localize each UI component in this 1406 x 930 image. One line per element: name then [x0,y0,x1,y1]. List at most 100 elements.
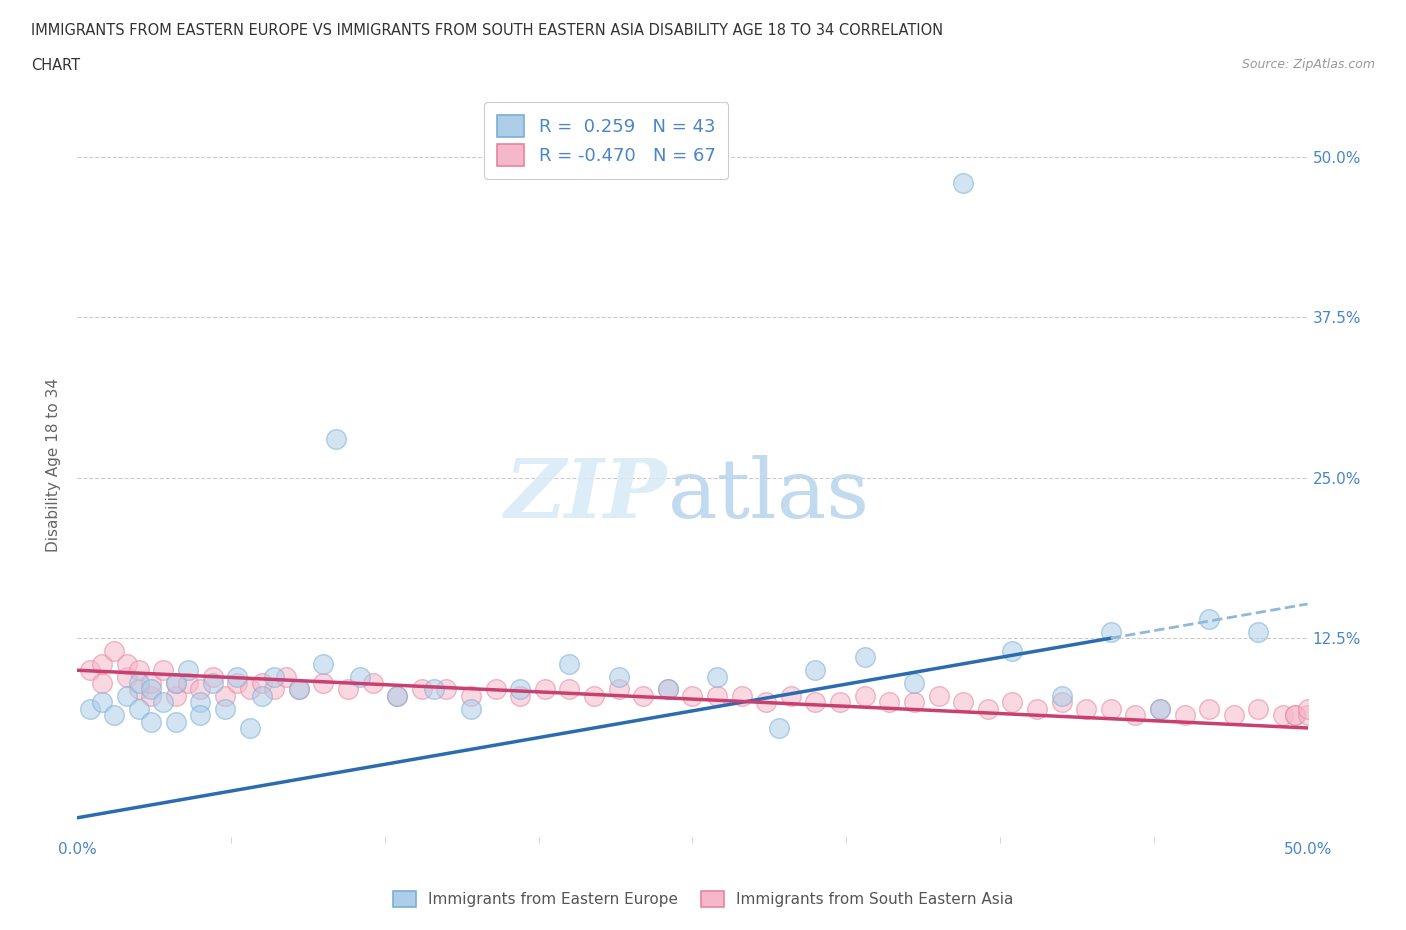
Point [165,675,187,690]
Point [141,675,163,690]
Text: CHART: CHART [31,58,80,73]
Point [853,688,876,703]
Point [1284,708,1306,723]
Point [128,675,150,690]
Point [79,663,101,678]
Point [1099,701,1122,716]
Legend: R =  0.259   N = 43, R = -0.470   N = 67: R = 0.259 N = 43, R = -0.470 N = 67 [485,102,728,179]
Point [387,688,409,703]
Point [90,675,114,690]
Point [657,682,679,697]
Point [239,721,262,736]
Point [436,682,458,697]
Point [177,675,200,690]
Y-axis label: Disability Age 18 to 34: Disability Age 18 to 34 [46,378,62,552]
Point [165,675,187,690]
Point [1050,695,1073,710]
Point [1076,701,1098,716]
Point [103,644,125,658]
Point [190,682,212,697]
Point [115,657,138,671]
Point [977,701,1000,716]
Point [460,688,482,703]
Point [509,682,531,697]
Point [103,708,125,723]
Point [731,688,754,703]
Point [534,682,557,697]
Point [190,708,212,723]
Point [276,670,298,684]
Point [1223,708,1246,723]
Point [312,657,335,671]
Point [755,695,778,710]
Point [607,682,630,697]
Point [141,688,163,703]
Point [1001,644,1024,658]
Point [423,682,446,697]
Point [558,682,581,697]
Point [706,688,728,703]
Point [952,695,974,710]
Point [879,695,901,710]
Point [485,682,508,697]
Point [1149,701,1171,716]
Point [1099,624,1122,639]
Point [190,695,212,710]
Text: Source: ZipAtlas.com: Source: ZipAtlas.com [1241,58,1375,71]
Point [509,688,531,703]
Point [952,176,974,191]
Point [90,657,114,671]
Point [239,682,262,697]
Point [201,675,224,690]
Point [312,675,335,690]
Point [263,670,285,684]
Point [903,675,925,690]
Point [128,663,150,678]
Point [250,688,273,703]
Point [165,688,187,703]
Point [325,432,347,446]
Point [1296,701,1319,716]
Point [1125,708,1147,723]
Point [1001,695,1024,710]
Point [337,682,360,697]
Point [1174,708,1197,723]
Point [152,663,174,678]
Point [830,695,852,710]
Point [1149,701,1171,716]
Point [928,688,950,703]
Point [288,682,311,697]
Point [214,688,236,703]
Point [1284,708,1306,723]
Point [706,670,728,684]
Point [804,663,827,678]
Point [1026,701,1049,716]
Point [804,695,827,710]
Point [349,670,371,684]
Point [1247,701,1270,716]
Point [903,695,925,710]
Point [201,670,224,684]
Point [141,682,163,697]
Point [682,688,704,703]
Point [226,670,249,684]
Point [1198,701,1220,716]
Point [165,714,187,729]
Point [607,670,630,684]
Text: IMMIGRANTS FROM EASTERN EUROPE VS IMMIGRANTS FROM SOUTH EASTERN ASIA DISABILITY : IMMIGRANTS FROM EASTERN EUROPE VS IMMIGR… [31,23,943,38]
Point [460,701,482,716]
Point [115,670,138,684]
Point [115,688,138,703]
Point [1247,624,1270,639]
Point [250,675,273,690]
Point [853,650,876,665]
Point [79,701,101,716]
Point [263,682,285,697]
Text: ZIP: ZIP [505,455,668,535]
Point [411,682,433,697]
Point [1198,612,1220,627]
Point [177,663,200,678]
Point [1296,708,1319,723]
Point [657,682,679,697]
Point [214,701,236,716]
